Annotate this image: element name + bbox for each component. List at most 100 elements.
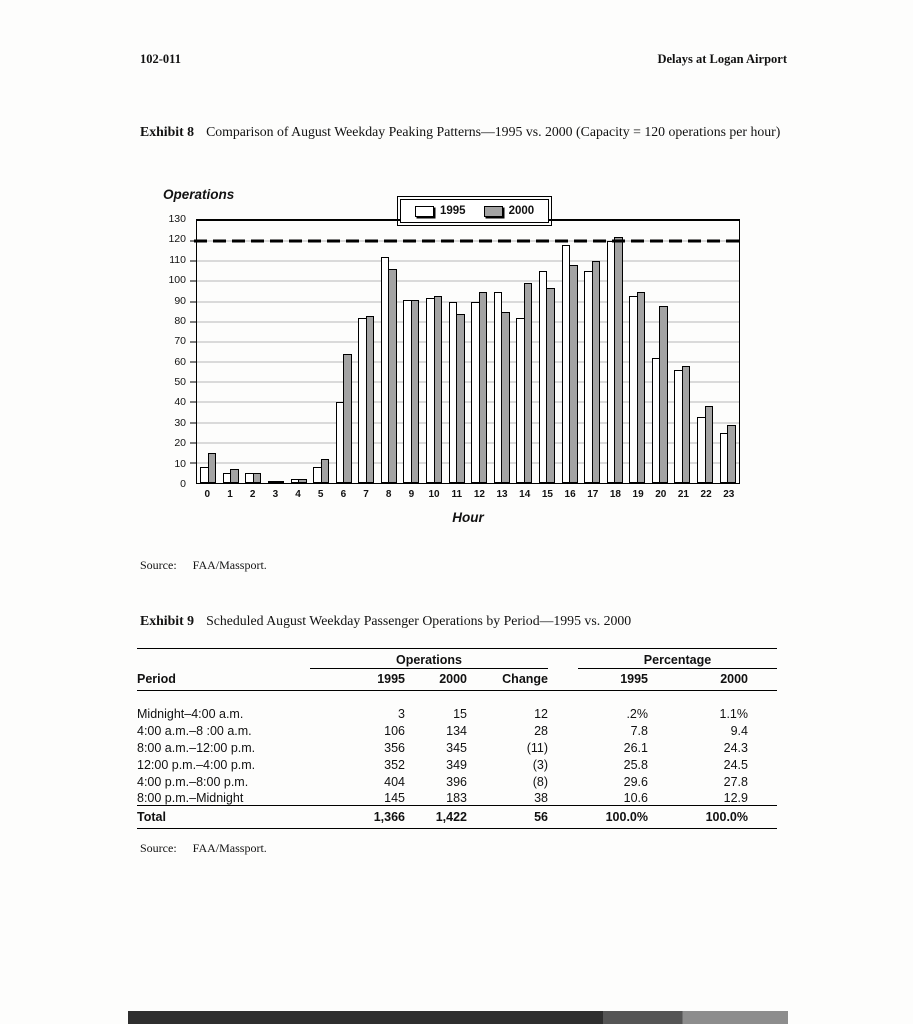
ops-2000-cell: 349	[446, 757, 467, 772]
y-tick-label-60: 60	[174, 355, 186, 368]
exhibit9-title: Scheduled August Weekday Passenger Opera…	[206, 613, 632, 628]
gridline-40	[190, 401, 739, 403]
change-cell: 56	[467, 805, 548, 829]
gridline-50	[190, 381, 739, 383]
exhibit8-label: Exhibit 8	[140, 124, 195, 139]
x-tick-label-19: 19	[632, 489, 644, 500]
legend-swatch-1995-icon	[415, 205, 434, 217]
bar-2000-hour-13	[501, 311, 510, 483]
ops-2000-cell: 1,422	[405, 805, 467, 829]
pct-2000-cell: 24.5	[723, 757, 748, 772]
y-tick-label-120: 120	[168, 233, 186, 246]
chart-plot	[190, 219, 742, 484]
gridline-80	[190, 321, 739, 323]
pct-1995-cell: .2%	[626, 706, 648, 721]
operations-group-header: Operations	[310, 648, 548, 669]
change-cell: 38	[534, 791, 548, 805]
pct-2000-column-header: 2000	[648, 668, 777, 691]
bar-group-hour-11	[445, 221, 468, 483]
gridline-110	[190, 260, 739, 262]
x-tick-label-18: 18	[609, 489, 621, 500]
bar-group-hour-20	[649, 221, 672, 483]
bar-group-hour-12	[468, 221, 491, 483]
bar-2000-hour-1	[230, 468, 239, 483]
source-label: Source:	[140, 558, 177, 572]
chart-x-axis-title: Hour	[452, 510, 484, 525]
bar-group-hour-7	[355, 221, 378, 483]
table-column-header-row: Period 1995 2000 Change 1995 2000	[137, 668, 777, 691]
y-tick-label-10: 10	[174, 457, 186, 470]
y-tick-label-50: 50	[174, 376, 186, 389]
x-tick-label-20: 20	[655, 489, 667, 500]
chart-legend: 1995 2000	[396, 196, 553, 226]
ops-2000-cell: 15	[453, 706, 467, 721]
period-cell: Total	[137, 805, 310, 829]
x-tick-label-14: 14	[519, 489, 531, 500]
bar-group-hour-5	[310, 221, 333, 483]
bar-2000-hour-4	[298, 478, 307, 483]
y-tick-label-0: 0	[180, 478, 186, 490]
bar-2000-hour-7	[365, 315, 375, 483]
bar-group-hour-3	[265, 221, 288, 483]
x-tick-label-21: 21	[677, 489, 689, 500]
pct-1995-cell: 29.6	[623, 774, 648, 789]
x-tick-label-3: 3	[272, 489, 279, 500]
x-axis-labels: 0 1 2 3 4 5 6 7 8 9 10 11 12 13 14 15 16 17 18 19 20 21 22 23	[196, 489, 740, 500]
source-value: FAA/Massport.	[192, 841, 267, 855]
change-cell: (11)	[526, 740, 548, 755]
capacity-dashed-line	[194, 239, 742, 243]
table-row: 4:00 p.m.–8:00 p.m. 404 396 (8) 29.6 27.8	[137, 772, 777, 789]
period-cell: 4:00 p.m.–8:00 p.m.	[137, 774, 249, 789]
bar-2000-hour-9	[410, 299, 420, 483]
table-row: 8:00 p.m.–Midnight 145 183 38 10.6 12.9	[137, 789, 777, 806]
x-tick-label-11: 11	[451, 489, 463, 500]
x-tick-label-4: 4	[295, 489, 301, 500]
x-tick-label-22: 22	[700, 489, 712, 500]
ops-2000-cell: 183	[446, 791, 467, 805]
pct-1995-cell: 25.8	[623, 757, 648, 772]
ops-1995-cell: 106	[384, 723, 405, 738]
x-tick-label-17: 17	[587, 489, 599, 500]
exhibit8-source: Source: FAA/Massport.	[140, 558, 267, 573]
bar-group-hour-2	[242, 221, 265, 483]
exhibit9-source: Source: FAA/Massport.	[140, 841, 267, 856]
bar-2000-hour-11	[456, 313, 465, 483]
exhibit9-caption: Exhibit 9 Scheduled August Weekday Passen…	[140, 610, 800, 631]
y-axis-labels: 0 10 20 30 40 50 60 70 80 90 100 110 120 130	[146, 213, 190, 490]
ops-1995-cell: 3	[398, 706, 405, 721]
ops-2000-cell: 396	[446, 774, 467, 789]
legend-label-1995: 1995	[440, 205, 466, 217]
bar-group-hour-14	[513, 221, 536, 483]
pct-1995-column-header: 1995	[578, 668, 648, 691]
legend-item-2000: 2000	[483, 205, 534, 217]
period-cell: 8:00 p.m.–Midnight	[137, 791, 244, 805]
ops-1995-cell: 356	[384, 740, 405, 755]
bar-group-hour-19	[626, 221, 649, 483]
bar-group-hour-0	[197, 221, 220, 483]
x-tick-label-16: 16	[564, 489, 576, 500]
x-tick-label-8: 8	[385, 489, 392, 500]
gridline-70	[190, 341, 739, 343]
bar-2000-hour-5	[320, 458, 330, 483]
ops-1995-cell: 145	[384, 791, 405, 805]
y-tick-label-70: 70	[174, 335, 186, 348]
y-tick-label-110: 110	[169, 253, 186, 266]
bar-group-hour-17	[581, 221, 604, 483]
change-cell: 12	[534, 706, 548, 721]
case-number: 102-011	[140, 52, 181, 66]
ops-2000-cell: 134	[446, 723, 467, 738]
ops-1995-column-header: 1995	[310, 668, 405, 691]
bar-group-hour-9	[400, 221, 423, 483]
x-tick-label-9: 9	[408, 489, 415, 500]
source-label: Source:	[140, 841, 177, 855]
bar-group-hour-10	[423, 221, 446, 483]
pct-1995-cell: 100.0%	[578, 805, 648, 829]
y-tick-label-80: 80	[174, 314, 186, 327]
table-row: 4:00 a.m.–8 :00 a.m. 106 134 28 7.8 9.4	[137, 721, 777, 738]
x-tick-label-13: 13	[496, 489, 508, 500]
ops-2000-column-header: 2000	[405, 668, 467, 691]
bar-2000-hour-3	[275, 481, 285, 483]
pct-2000-cell: 24.3	[723, 740, 748, 755]
period-cell: 4:00 a.m.–8 :00 a.m.	[137, 723, 252, 738]
